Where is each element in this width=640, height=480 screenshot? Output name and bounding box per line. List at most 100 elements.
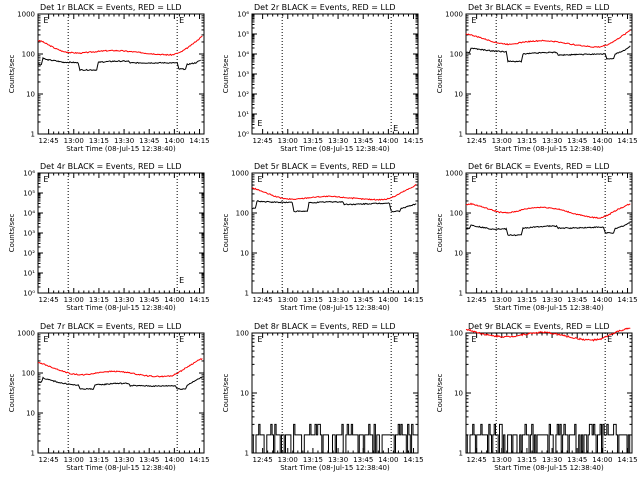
panel-det-5r: Det 5r BLACK = Events, RED = LLD 1 10 100 10… — [222, 162, 424, 312]
x-tick-label: 14:00 — [378, 296, 398, 304]
x-tick-label: 12:45 — [253, 456, 273, 464]
x-tick-label: 13:15 — [303, 296, 323, 304]
y-tick-label: 100 — [236, 330, 249, 338]
marker-label: E — [607, 16, 612, 25]
series-events-line — [465, 222, 631, 237]
x-tick-label: 14:00 — [592, 296, 612, 304]
x-tick-label: 13:30 — [114, 296, 134, 304]
x-tick-label: 13:30 — [114, 137, 134, 145]
marker-label: E — [257, 175, 262, 184]
y-tick-label: 1000 — [445, 11, 463, 19]
panel-det-2r: Det 2r BLACK = Events, RED = LLD 10⁰ 10¹ 10… — [222, 3, 424, 153]
y-tick-label: 1 — [31, 131, 35, 139]
x-tick-label: 13:00 — [278, 137, 298, 145]
y-axis-label: Counts/sec — [8, 55, 16, 94]
panel-title: Det 6r BLACK = Events, RED = LLD — [468, 162, 610, 171]
y-tick-label: 100 — [450, 210, 463, 218]
marker-label: E — [43, 16, 48, 25]
x-tick-label: 13:45 — [139, 296, 159, 304]
panel-title: Det 8r BLACK = Events, RED = LLD — [254, 322, 396, 331]
plot-frame — [37, 172, 205, 294]
y-tick-label: 10⁵ — [237, 31, 249, 39]
y-tick-label: 10⁴ — [237, 51, 249, 59]
x-tick-label: 14:00 — [592, 456, 612, 464]
marker-label: E — [393, 175, 398, 184]
x-tick-label: 13:45 — [567, 456, 587, 464]
x-tick-label: 13:15 — [517, 456, 537, 464]
x-tick-label: 13:15 — [517, 296, 537, 304]
x-tick-label: 13:45 — [139, 137, 159, 145]
x-tick-label: 13:00 — [492, 296, 512, 304]
x-tick-label: 13:00 — [64, 456, 84, 464]
x-axis-label: Start Time (08-Jul-15 12:38:40) — [494, 145, 604, 153]
x-tick-label: 13:45 — [139, 456, 159, 464]
y-tick-label: 1 — [31, 450, 35, 458]
series-lld-line — [37, 35, 203, 56]
x-tick-label: 13:00 — [492, 137, 512, 145]
marker-label: E — [471, 16, 476, 25]
y-tick-label: 1000 — [231, 170, 249, 178]
series-events-line — [252, 423, 416, 454]
x-tick-label: 13:15 — [303, 456, 323, 464]
y-tick-label: 10¹ — [237, 111, 249, 119]
x-tick-label: 14:00 — [592, 137, 612, 145]
panel-det-8r: Det 8r BLACK = Events, RED = LLD 1 10 100 12… — [222, 322, 424, 472]
marker-label: E — [257, 119, 262, 128]
marker-label: E — [393, 335, 398, 344]
x-tick-label: 13:45 — [567, 137, 587, 145]
series-lld-line — [37, 358, 203, 378]
y-tick-label: 1 — [459, 450, 463, 458]
x-tick-label: 14:15 — [189, 296, 209, 304]
y-tick-label: 100 — [22, 370, 35, 378]
x-tick-label: 12:45 — [39, 456, 59, 464]
x-tick-label: 12:45 — [467, 456, 487, 464]
y-tick-label: 10 — [454, 390, 463, 398]
marker-label: E — [43, 335, 48, 344]
plot-frame — [465, 172, 633, 294]
y-tick-label: 10 — [26, 91, 35, 99]
panel-title: Det 3r BLACK = Events, RED = LLD — [468, 3, 610, 12]
plot-frame — [251, 13, 419, 135]
y-tick-label: 10 — [454, 91, 463, 99]
y-tick-label: 1 — [459, 131, 463, 139]
x-tick-label: 14:15 — [403, 137, 423, 145]
plot-frame — [37, 332, 205, 454]
x-axis-label: Start Time (08-Jul-15 12:38:40) — [280, 145, 390, 153]
x-tick-label: 14:15 — [189, 456, 209, 464]
marker-label: E — [179, 16, 184, 25]
x-axis-label: Start Time (08-Jul-15 12:38:40) — [66, 304, 176, 312]
marker-label: E — [179, 335, 184, 344]
y-tick-label: 10² — [23, 250, 35, 258]
y-tick-label: 1 — [459, 290, 463, 298]
x-tick-label: 13:30 — [542, 456, 562, 464]
marker-label: E — [471, 175, 476, 184]
x-tick-label: 14:00 — [164, 456, 184, 464]
marker-label: E — [257, 335, 262, 344]
y-tick-label: 10³ — [23, 230, 35, 238]
panel-det-9r: Det 9r BLACK = Events, RED = LLD 1 10 100 12… — [436, 322, 638, 472]
y-tick-label: 1000 — [17, 11, 35, 19]
x-tick-label: 13:15 — [89, 137, 109, 145]
y-tick-label: 1000 — [17, 330, 35, 338]
x-axis-label: Start Time (08-Jul-15 12:38:40) — [280, 464, 390, 472]
panel-det-4r: Det 4r BLACK = Events, RED = LLD 10⁰ 10¹ 10… — [8, 162, 210, 312]
x-tick-label: 12:45 — [39, 137, 59, 145]
series-events-line — [465, 45, 631, 63]
x-tick-label: 14:15 — [189, 137, 209, 145]
panel-title: Det 9r BLACK = Events, RED = LLD — [468, 322, 610, 331]
y-tick-label: 1 — [245, 450, 249, 458]
x-tick-label: 14:00 — [378, 137, 398, 145]
panel-title: Det 5r BLACK = Events, RED = LLD — [254, 162, 396, 171]
x-tick-label: 13:45 — [353, 456, 373, 464]
panel-det-6r: Det 6r BLACK = Events, RED = LLD 1 10 100 10… — [436, 162, 638, 312]
x-tick-label: 14:00 — [378, 456, 398, 464]
panel-det-3r: Det 3r BLACK = Events, RED = LLD 1 10 100 10… — [436, 3, 638, 153]
y-tick-label: 10² — [237, 91, 249, 99]
panel-det-1r: Det 1r BLACK = Events, RED = LLD 1 10 100 10… — [8, 3, 210, 153]
series-lld-line — [465, 327, 631, 342]
x-tick-label: 14:00 — [164, 137, 184, 145]
y-tick-label: 10⁵ — [23, 190, 35, 198]
x-tick-label: 13:15 — [303, 137, 323, 145]
y-tick-label: 10 — [240, 250, 249, 258]
marker-label: E — [393, 124, 398, 133]
